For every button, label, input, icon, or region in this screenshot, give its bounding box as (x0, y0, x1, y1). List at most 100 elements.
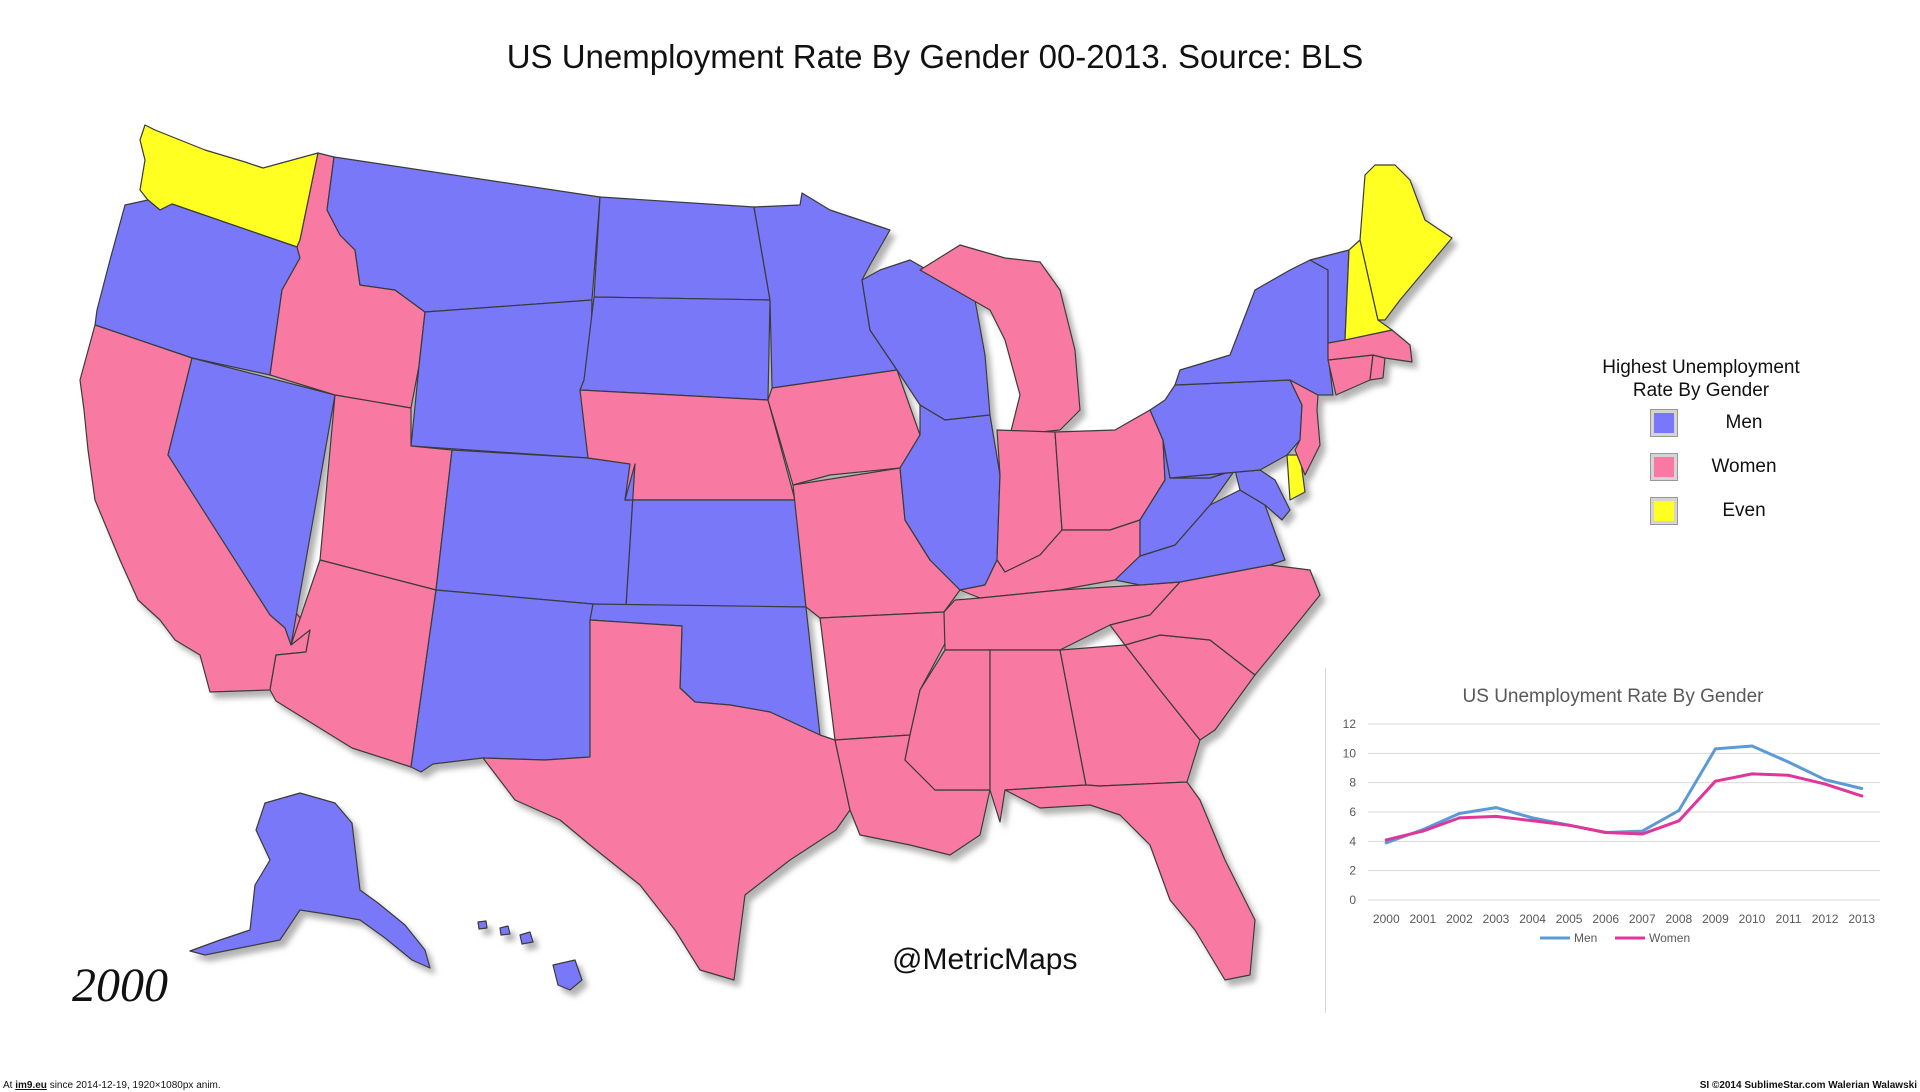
state-MT[interactable] (326, 156, 601, 313)
state-NY[interactable] (1174, 259, 1334, 396)
chart-point-men (1494, 806, 1498, 810)
chart-xtick-label: 2009 (1702, 912, 1729, 926)
chart-point-men (1677, 809, 1681, 813)
chart-point-men (1750, 744, 1754, 748)
page-title: US Unemployment Rate By Gender 00-2013. … (506, 38, 1364, 75)
footer-left: At im9.eu since 2014-12-19, 1920×1080px … (3, 1080, 221, 1091)
state-VT[interactable] (1309, 249, 1350, 344)
chart-point-men (1457, 811, 1461, 815)
legend-title-line2: Rate By Gender (1632, 380, 1770, 401)
legend-item-men: Men (1585, 402, 1817, 446)
chart-point-women (1677, 819, 1681, 823)
chart-ytick-label: 10 (1343, 746, 1357, 760)
chart-point-women (1750, 772, 1754, 776)
state-HI[interactable] (552, 959, 583, 991)
state-TX[interactable] (482, 619, 851, 981)
state-MD[interactable] (1169, 469, 1291, 521)
chart-legend-label-women: Women (1649, 931, 1690, 945)
state-NH[interactable] (1344, 239, 1393, 341)
chart-xtick-label: 2013 (1848, 912, 1875, 926)
state-SD[interactable] (579, 296, 771, 401)
chart-xtick-label: 2004 (1519, 912, 1546, 926)
legend-label-men: Men (1725, 412, 1763, 433)
chart-point-women (1860, 794, 1864, 798)
chart-point-women (1713, 779, 1717, 783)
state-MN[interactable] (753, 192, 898, 389)
legend-item-women: Women (1585, 446, 1817, 490)
state-NM[interactable] (410, 589, 594, 773)
state-HI-2 (519, 931, 534, 945)
state-PA[interactable] (1149, 379, 1303, 479)
state-HI-4 (477, 920, 488, 930)
state-MI[interactable] (919, 244, 1081, 436)
chart-point-women (1823, 782, 1827, 786)
chart-legend-label-men: Men (1574, 931, 1597, 945)
state-NJ[interactable] (1289, 379, 1321, 476)
chart-ytick-label: 4 (1349, 834, 1356, 848)
state-AK[interactable] (189, 792, 431, 969)
chart-ytick-label: 8 (1349, 776, 1356, 790)
footer-right: SI ©2014 SublimeStar.com Walerian Walaws… (1699, 1080, 1917, 1091)
legend-title: Highest Unemployment Rate By Gender (1585, 356, 1817, 402)
chart-xtick-label: 2003 (1483, 912, 1510, 926)
legend-swatch-men (1651, 410, 1677, 436)
chart-xtick-label: 2006 (1592, 912, 1619, 926)
state-CO[interactable] (435, 449, 636, 608)
chart-xtick-label: 2002 (1446, 912, 1473, 926)
chart-point-women (1604, 831, 1608, 835)
legend-label-women: Women (1711, 456, 1777, 477)
chart-ytick-label: 0 (1349, 893, 1356, 907)
state-ME[interactable] (1359, 164, 1453, 321)
chart-point-women (1567, 823, 1571, 827)
chart-xtick-label: 2005 (1556, 912, 1583, 926)
chart-xtick-label: 2007 (1629, 912, 1656, 926)
chart-point-women (1457, 816, 1461, 820)
state-FL[interactable] (1004, 781, 1256, 981)
chart-point-women (1787, 773, 1791, 777)
unemployment-line-chart: US Unemployment Rate By Gender 0 2 4 6 8 10 12… (1343, 686, 1880, 945)
year-label: 2000 (72, 959, 168, 1012)
legend-swatch-women (1651, 454, 1677, 480)
chart-point-men (1860, 787, 1864, 791)
chart-xtick-label: 2001 (1410, 912, 1437, 926)
chart-xtick-label: 2012 (1812, 912, 1839, 926)
chart-point-women (1494, 814, 1498, 818)
legend-item-even: Even (1585, 490, 1817, 534)
state-NC[interactable] (1109, 564, 1321, 676)
footer-suffix: since 2014-12-19, 1920×1080px anim. (46, 1080, 221, 1091)
footer-site-link[interactable]: im9.eu (15, 1080, 47, 1091)
chart-panel (1325, 668, 1901, 1013)
chart-xtick-label: 2010 (1739, 912, 1766, 926)
chart-xtick-label: 2008 (1666, 912, 1693, 926)
chart-point-men (1640, 829, 1644, 833)
chart-point-women (1640, 832, 1644, 836)
state-RI[interactable] (1369, 354, 1386, 381)
state-HI-3 (499, 925, 511, 936)
state-IA[interactable] (767, 369, 921, 486)
chart-ytick-label: 2 (1349, 864, 1356, 878)
credit-handle: @MetricMaps (892, 943, 1078, 976)
chart-series-line-women (1384, 772, 1864, 842)
map-legend: Highest Unemployment Rate By Gender Men … (1585, 356, 1817, 534)
legend-title-line1: Highest Unemployment (1602, 357, 1800, 378)
chart-point-men (1787, 760, 1791, 764)
chart-title: US Unemployment Rate By Gender (1463, 686, 1765, 707)
chart-point-men (1531, 816, 1535, 820)
legend-swatch-even (1651, 498, 1677, 524)
chart-ytick-label: 6 (1349, 805, 1356, 819)
chart-ytick-label: 12 (1343, 717, 1357, 731)
state-WY[interactable] (410, 299, 593, 459)
legend-label-even: Even (1722, 500, 1766, 521)
state-MA[interactable] (1327, 329, 1413, 363)
state-DE[interactable] (1286, 454, 1306, 501)
chart-point-women (1421, 829, 1425, 833)
chart-point-women (1384, 838, 1388, 842)
state-CT[interactable] (1327, 354, 1374, 396)
chart-point-men (1713, 747, 1717, 751)
state-ND[interactable] (593, 196, 771, 301)
footer-prefix: At (3, 1080, 16, 1091)
state-KY[interactable] (959, 519, 1141, 599)
chart-xtick-label: 2011 (1776, 912, 1802, 926)
chart-xtick-label: 2000 (1373, 912, 1400, 926)
